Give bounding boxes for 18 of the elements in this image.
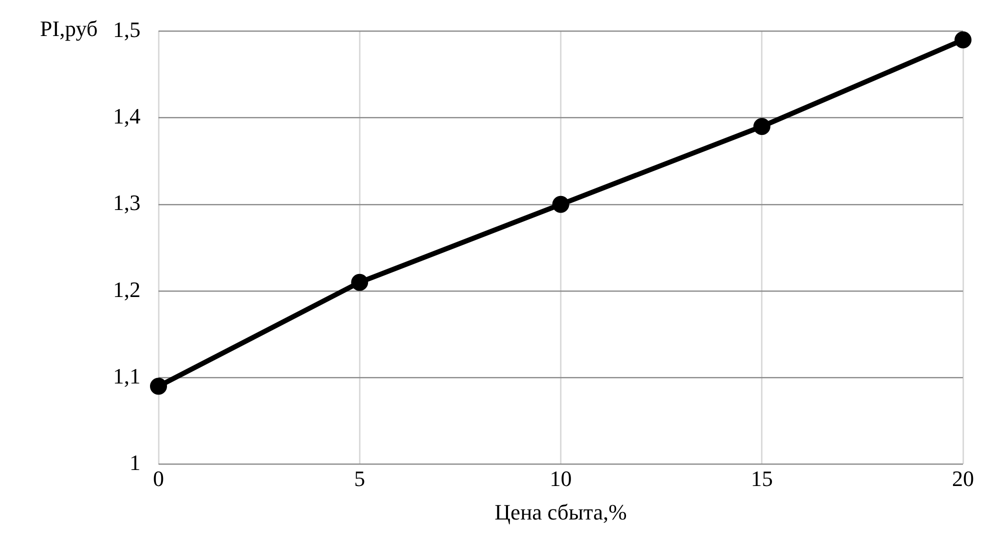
x-tick-label: 15 bbox=[750, 466, 773, 492]
point bbox=[954, 31, 972, 48]
point bbox=[150, 378, 167, 395]
y-axis-title: PI,руб bbox=[40, 16, 98, 42]
y-tick-label: 1,4 bbox=[113, 104, 140, 129]
y-tick-label: 1,5 bbox=[113, 16, 140, 42]
y-tick-label: 1,3 bbox=[113, 190, 140, 216]
y-tick-label: 1,2 bbox=[113, 276, 140, 302]
point bbox=[552, 196, 570, 213]
x-tick-label: 5 bbox=[354, 466, 366, 492]
x-axis-title: Цена сбыта,% bbox=[494, 500, 627, 525]
point bbox=[753, 118, 770, 135]
point bbox=[351, 274, 368, 291]
x-tick-label: 0 bbox=[153, 466, 164, 492]
y-tick-label: 1 bbox=[130, 450, 140, 475]
y-tick-label: 1,1 bbox=[113, 363, 140, 388]
x-tick-label: 20 bbox=[952, 466, 974, 492]
x-tick-label: 10 bbox=[550, 466, 572, 492]
